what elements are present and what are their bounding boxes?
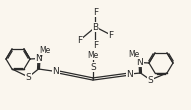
Text: Me: Me (128, 50, 140, 59)
Text: N: N (53, 67, 59, 76)
Text: Me: Me (39, 46, 51, 54)
Text: F: F (77, 36, 83, 45)
Text: F: F (93, 40, 98, 50)
Text: Me: Me (87, 50, 99, 60)
Text: B: B (92, 23, 99, 31)
Text: F: F (108, 30, 114, 39)
Text: S: S (148, 75, 153, 84)
Text: N: N (127, 70, 133, 79)
Text: N: N (137, 58, 143, 67)
Text: •: • (39, 51, 44, 61)
Text: S: S (90, 62, 96, 72)
Text: F: F (93, 7, 98, 16)
Text: N: N (36, 54, 42, 63)
Text: S: S (26, 72, 31, 82)
